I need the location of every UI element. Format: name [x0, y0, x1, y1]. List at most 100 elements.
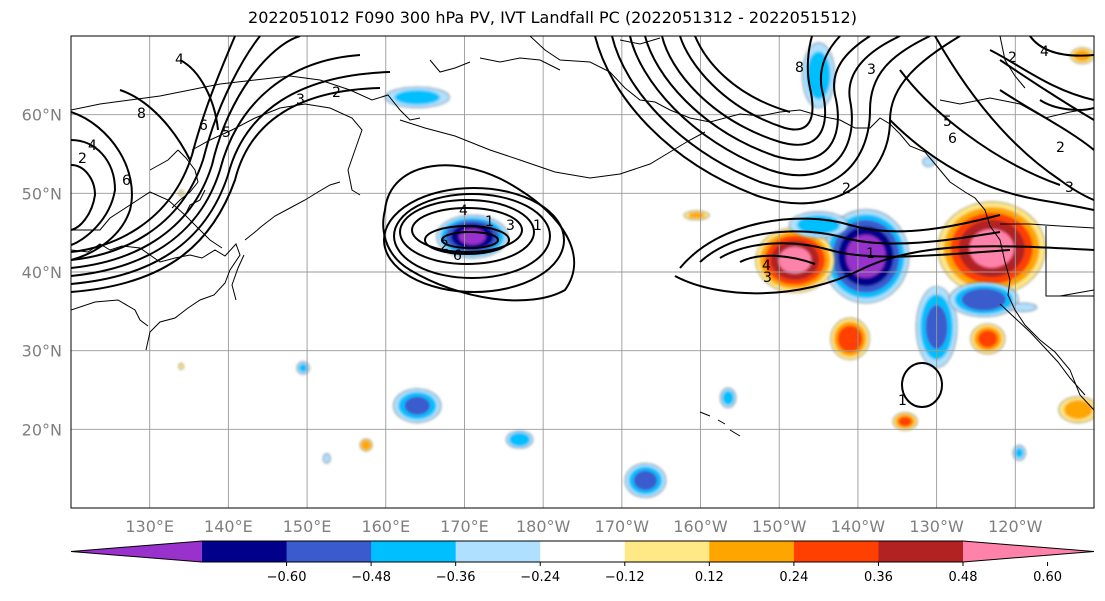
colorbar-segment	[371, 541, 457, 562]
contour-label: 4	[762, 258, 771, 274]
contour-label: 2	[1008, 50, 1017, 66]
colorbar-tick-labels: −0.60 −0.48 −0.36 −0.24 −0.12 0.12 0.24 0.36 0.4…	[267, 562, 1062, 585]
lon-label: 130°E	[125, 517, 174, 536]
colorbar-extend-low	[71, 541, 202, 562]
contour-label: 1	[898, 393, 907, 409]
contour-label: 6	[199, 118, 208, 134]
contour-label: 6	[948, 131, 957, 147]
contour-label: 2	[1056, 140, 1065, 156]
lon-label: 140°E	[204, 517, 253, 536]
colorbar-tick-label: −0.24	[520, 570, 560, 585]
map-frame	[70, 35, 1095, 509]
ivt-anomaly	[384, 86, 450, 108]
colorbar-segment	[709, 541, 795, 562]
anomaly-level	[299, 363, 308, 373]
ivt-anomaly	[788, 211, 849, 239]
contour-label: 4	[459, 203, 468, 219]
colorbar-segment	[455, 541, 541, 562]
ivt-anomaly	[948, 281, 1019, 318]
anomaly-level	[178, 363, 184, 370]
contour-label: 6	[122, 173, 131, 189]
ivt-anomaly	[322, 453, 331, 464]
anomaly-level	[509, 432, 531, 447]
anomaly-level	[722, 390, 734, 406]
contour-label: 5	[943, 114, 952, 130]
pv-contour-labels: 2 4 6 8 6 5 4 3 2 1 3 2 1 4 6 8 3 2 5 6 …	[78, 44, 1074, 409]
anomaly-level	[1015, 448, 1024, 458]
contour-label: 2	[842, 181, 851, 197]
contour-label: 4	[1040, 44, 1049, 60]
anomaly-level	[969, 229, 1015, 268]
lat-label: 60°N	[22, 106, 62, 125]
colorbar-tick-label: 0.48	[949, 570, 978, 585]
contour-label: 6	[453, 248, 462, 264]
lon-label: 120°W	[988, 517, 1043, 536]
lon-label: 150°W	[752, 517, 807, 536]
ivt-anomaly	[624, 463, 667, 498]
ivt-anomaly	[683, 210, 710, 221]
colorbar-tick-label: −0.60	[267, 570, 307, 585]
anomaly-level	[961, 288, 1007, 311]
colorbar-segment	[624, 541, 710, 562]
anomaly-level	[322, 453, 331, 464]
lon-label: 150°E	[283, 517, 332, 536]
ivt-anomaly	[892, 412, 918, 431]
longitude-labels: 130°E 140°E 150°E 160°E 170°E 180°W 170°W 160°W…	[125, 517, 1042, 536]
contour-label: 2	[332, 85, 341, 101]
lon-label: 180°W	[516, 517, 571, 536]
contour-label: 4	[88, 138, 97, 154]
contour-label: 5	[222, 125, 231, 141]
anomaly-level	[898, 416, 912, 427]
lat-label: 50°N	[22, 184, 62, 203]
contour-label: 1	[485, 214, 494, 230]
colorbar-segment	[202, 541, 288, 562]
ivt-anomaly	[1058, 396, 1094, 423]
anomaly-level	[458, 228, 486, 245]
contour-label: 3	[867, 62, 876, 78]
contour-label: 3	[296, 92, 305, 108]
ivt-anomaly	[393, 388, 442, 423]
lon-label: 160°E	[361, 517, 410, 536]
lon-label: 170°E	[440, 517, 489, 536]
ivt-anomaly	[178, 363, 184, 370]
contour-label: 4	[175, 52, 184, 68]
colorbar-segment	[793, 541, 879, 562]
ivt-anomaly	[359, 438, 373, 452]
lon-label: 170°W	[595, 517, 650, 536]
anomaly-level	[688, 212, 705, 219]
anomaly-level	[1009, 302, 1038, 312]
anomaly-level	[404, 396, 431, 415]
lat-label: 30°N	[22, 342, 62, 361]
contour-label: 8	[137, 106, 146, 122]
anomaly-level	[394, 90, 440, 105]
contour-label: 8	[795, 60, 804, 76]
pv-contours	[71, 36, 1094, 408]
colorbar-tick-label: 0.12	[695, 570, 724, 585]
ivt-anomaly	[719, 387, 737, 408]
colorbar-tick-label: 0.36	[864, 570, 893, 585]
lon-label: 130°W	[909, 517, 964, 536]
contour-label: 3	[763, 270, 772, 286]
anomaly-level	[806, 51, 831, 100]
map-title: 2022051012 F090 300 hPa PV, IVT Landfall…	[248, 8, 857, 27]
colorbar-segment	[286, 541, 372, 562]
colorbar-tick-label: 0.60	[1033, 570, 1062, 585]
anomaly-level	[778, 246, 812, 274]
anomaly-level	[361, 440, 371, 450]
colorbar-segment	[540, 541, 626, 562]
colorbar-extend-high	[963, 541, 1094, 562]
ivt-anomaly	[830, 317, 870, 360]
colorbar-segment	[878, 541, 964, 562]
colorbar-tick-label: −0.36	[436, 570, 476, 585]
colorbar-tick-label: 0.24	[779, 570, 808, 585]
lon-label: 140°W	[831, 517, 886, 536]
contour-label: 3	[1065, 180, 1074, 196]
contour-label: 1	[533, 218, 542, 234]
ivt-anomaly	[1009, 302, 1038, 312]
contour-label: 2	[78, 151, 87, 167]
lon-label: 160°W	[673, 517, 728, 536]
anomaly-level	[977, 330, 998, 348]
latitude-labels: 20°N 30°N 40°N 50°N 60°N	[22, 106, 62, 440]
anomaly-level	[633, 470, 658, 491]
